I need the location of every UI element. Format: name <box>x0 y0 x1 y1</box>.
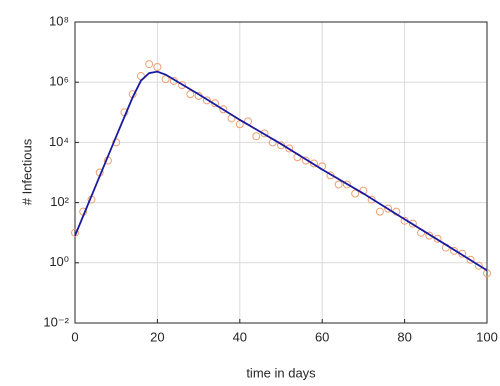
plot-area <box>75 22 487 323</box>
data-point <box>334 180 343 189</box>
x-tick-label: 60 <box>315 329 329 344</box>
data-point <box>309 159 318 168</box>
data-point <box>252 132 261 141</box>
data-point <box>342 180 351 189</box>
y-tick-label: 10⁶ <box>49 74 69 89</box>
data-point <box>433 234 442 243</box>
data-point <box>202 96 211 105</box>
data-point <box>375 207 384 216</box>
y-tick-label: 10⁴ <box>49 134 69 149</box>
data-point <box>153 62 162 71</box>
data-point <box>351 189 360 198</box>
data-point <box>367 195 376 204</box>
y-tick-label: 10² <box>50 194 69 209</box>
x-tick-label: 40 <box>233 329 247 344</box>
data-point <box>285 144 294 153</box>
y-tick-label: 10⁰ <box>49 254 69 269</box>
y-axis-label: # Infectious <box>19 138 34 205</box>
plot-frame <box>74 21 488 324</box>
data-point <box>219 105 228 114</box>
x-tick-label: 0 <box>71 329 78 344</box>
x-axis-label: time in days <box>246 365 316 380</box>
data-point <box>178 81 187 90</box>
data-point <box>260 129 269 138</box>
fit-line <box>74 70 488 272</box>
x-tick-label: 80 <box>397 329 411 344</box>
data-point <box>466 255 475 264</box>
data-point <box>408 219 417 228</box>
y-tick-label: 10⁻² <box>43 314 69 329</box>
data-point <box>474 261 483 270</box>
data-point <box>71 228 79 237</box>
x-tick-label: 20 <box>150 329 164 344</box>
data-point <box>112 138 121 147</box>
data-point <box>186 90 195 99</box>
data-point <box>384 204 393 213</box>
y-tick-label: 10⁸ <box>49 13 69 28</box>
data-point <box>450 246 459 255</box>
data-point <box>145 60 154 69</box>
x-tick-label: 100 <box>476 329 498 344</box>
